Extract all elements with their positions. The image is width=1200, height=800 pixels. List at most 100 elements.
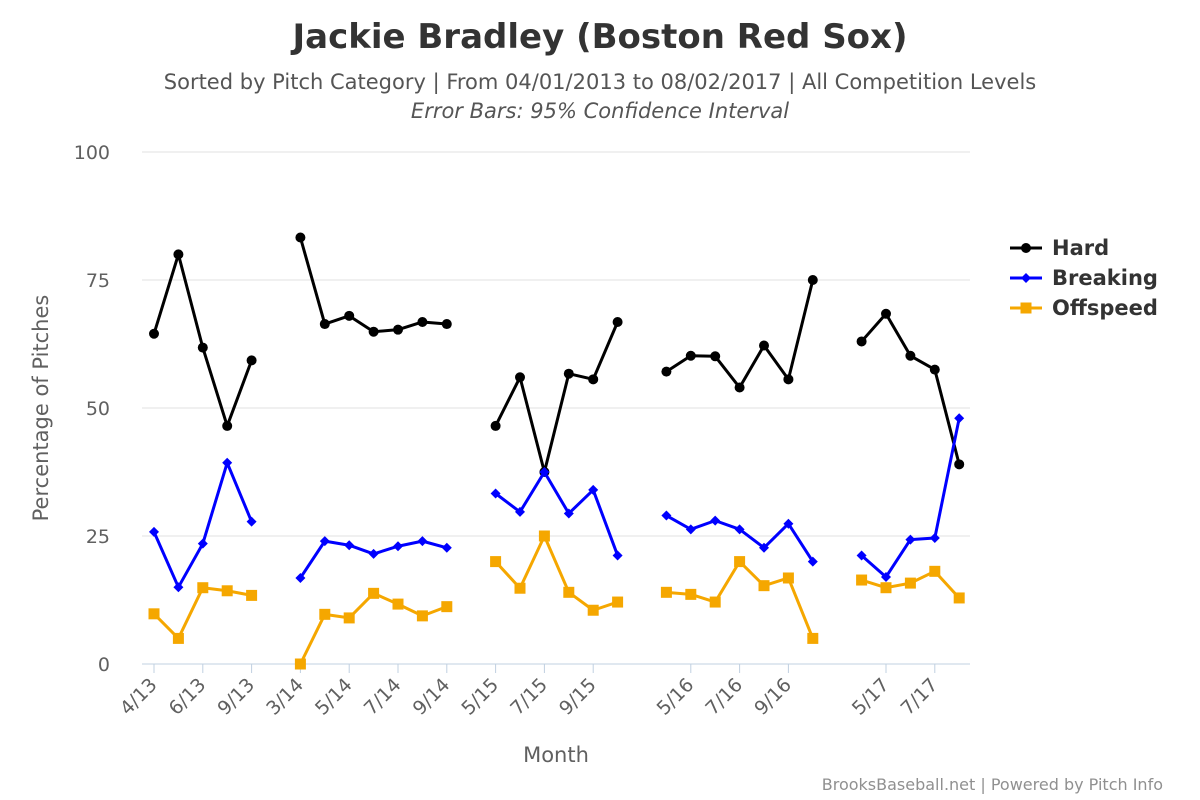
data-point-breaking[interactable]: [881, 571, 891, 582]
data-point-breaking[interactable]: [759, 542, 769, 553]
data-point-breaking[interactable]: [734, 524, 745, 535]
legend-item-hard[interactable]: Hard: [1010, 236, 1109, 260]
data-point-offspeed[interactable]: [660, 586, 672, 598]
data-point-breaking[interactable]: [393, 541, 403, 552]
data-point-breaking[interactable]: [197, 538, 208, 549]
data-point-offspeed[interactable]: [368, 587, 380, 599]
data-point-hard[interactable]: [319, 319, 330, 330]
data-point-offspeed[interactable]: [490, 556, 502, 568]
data-point-hard[interactable]: [441, 319, 452, 330]
y-tick-label: 0: [98, 654, 110, 676]
data-point-offspeed[interactable]: [221, 585, 233, 597]
data-point-breaking[interactable]: [515, 506, 525, 517]
data-point-offspeed[interactable]: [246, 589, 258, 601]
data-point-breaking[interactable]: [441, 542, 452, 553]
data-point-offspeed[interactable]: [197, 582, 209, 594]
data-point-breaking[interactable]: [246, 516, 257, 527]
data-point-breaking[interactable]: [588, 484, 599, 495]
data-point-hard[interactable]: [661, 366, 672, 377]
data-point-breaking[interactable]: [807, 556, 818, 567]
data-point-breaking[interactable]: [222, 457, 233, 468]
data-point-hard[interactable]: [954, 459, 965, 470]
legend-marker-hard[interactable]: [1021, 243, 1031, 253]
data-point-offspeed[interactable]: [587, 604, 599, 616]
data-point-breaking[interactable]: [295, 572, 306, 583]
data-point-hard[interactable]: [929, 364, 940, 375]
data-point-offspeed[interactable]: [782, 572, 794, 584]
data-point-offspeed[interactable]: [904, 577, 916, 589]
data-point-hard[interactable]: [246, 355, 257, 366]
data-point-breaking[interactable]: [905, 534, 916, 545]
data-point-hard[interactable]: [734, 382, 745, 393]
data-point-breaking[interactable]: [685, 524, 696, 535]
data-point-hard[interactable]: [149, 328, 159, 339]
data-point-hard[interactable]: [490, 420, 501, 431]
data-point-offspeed[interactable]: [319, 608, 331, 620]
data-point-breaking[interactable]: [149, 526, 159, 537]
credits[interactable]: BrooksBaseball.net | Powered by Pitch In…: [822, 775, 1163, 794]
data-point-offspeed[interactable]: [416, 610, 428, 622]
data-point-hard[interactable]: [588, 374, 599, 385]
data-point-hard[interactable]: [515, 372, 525, 383]
legend-marker-breaking[interactable]: [1021, 273, 1031, 283]
data-point-hard[interactable]: [881, 308, 891, 319]
data-point-breaking[interactable]: [490, 488, 501, 499]
data-point-hard[interactable]: [612, 316, 623, 327]
data-point-offspeed[interactable]: [734, 556, 746, 568]
data-point-hard[interactable]: [783, 374, 794, 385]
data-point-breaking[interactable]: [710, 515, 721, 526]
data-point-hard[interactable]: [856, 336, 867, 347]
data-point-offspeed[interactable]: [709, 596, 721, 608]
data-point-offspeed[interactable]: [758, 580, 770, 592]
data-point-hard[interactable]: [807, 275, 818, 285]
legend[interactable]: Hard Breaking Offspeed: [1010, 236, 1158, 320]
data-point-offspeed[interactable]: [685, 588, 697, 600]
x-tick-label: 7/16: [701, 674, 747, 720]
data-point-offspeed[interactable]: [514, 582, 526, 594]
data-point-offspeed[interactable]: [392, 598, 404, 610]
data-point-hard[interactable]: [173, 249, 184, 260]
data-point-breaking[interactable]: [344, 540, 355, 551]
data-point-breaking[interactable]: [173, 582, 184, 593]
legend-marker-offspeed[interactable]: [1020, 302, 1032, 314]
data-point-offspeed[interactable]: [612, 596, 624, 608]
data-point-offspeed[interactable]: [538, 530, 550, 542]
data-point-hard[interactable]: [417, 316, 428, 327]
data-point-breaking[interactable]: [417, 536, 428, 547]
data-point-hard[interactable]: [344, 310, 355, 321]
data-point-hard[interactable]: [563, 368, 574, 379]
series-line-offspeed: [299, 591, 448, 665]
data-point-offspeed[interactable]: [563, 586, 575, 598]
data-point-hard[interactable]: [197, 342, 208, 353]
data-point-hard[interactable]: [368, 326, 379, 337]
data-point-breaking[interactable]: [539, 467, 550, 477]
legend-item-breaking[interactable]: Breaking: [1010, 266, 1158, 290]
data-point-breaking[interactable]: [368, 548, 379, 559]
data-point-hard[interactable]: [905, 350, 916, 361]
data-point-breaking[interactable]: [661, 510, 672, 521]
data-point-offspeed[interactable]: [148, 608, 160, 620]
data-point-offspeed[interactable]: [856, 574, 868, 586]
data-point-offspeed[interactable]: [953, 592, 965, 604]
data-point-offspeed[interactable]: [294, 658, 306, 670]
data-point-breaking[interactable]: [954, 413, 965, 424]
data-point-breaking[interactable]: [612, 550, 623, 561]
data-point-offspeed[interactable]: [929, 565, 941, 577]
data-point-breaking[interactable]: [319, 536, 330, 547]
data-point-hard[interactable]: [759, 340, 769, 351]
data-point-breaking[interactable]: [563, 508, 574, 519]
data-point-offspeed[interactable]: [880, 582, 892, 594]
data-point-offspeed[interactable]: [343, 612, 355, 624]
data-point-hard[interactable]: [295, 232, 306, 243]
data-point-breaking[interactable]: [783, 518, 794, 529]
data-point-hard[interactable]: [710, 351, 721, 362]
data-point-breaking[interactable]: [929, 533, 940, 544]
data-point-breaking[interactable]: [856, 550, 867, 561]
data-point-offspeed[interactable]: [172, 632, 184, 644]
data-point-offspeed[interactable]: [441, 601, 453, 613]
data-point-hard[interactable]: [222, 420, 233, 431]
data-point-offspeed[interactable]: [807, 632, 819, 644]
data-point-hard[interactable]: [393, 324, 403, 335]
data-point-hard[interactable]: [685, 350, 696, 361]
legend-item-offspeed[interactable]: Offspeed: [1010, 296, 1158, 320]
